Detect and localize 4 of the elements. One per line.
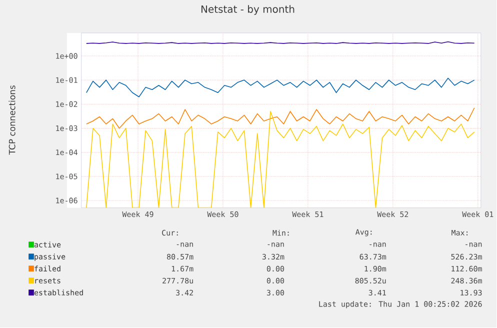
chart-title: Netstat - by month	[201, 5, 294, 15]
y-axis-title: TCP connections	[8, 86, 16, 155]
line-series	[86, 78, 475, 98]
line-series	[86, 108, 475, 129]
